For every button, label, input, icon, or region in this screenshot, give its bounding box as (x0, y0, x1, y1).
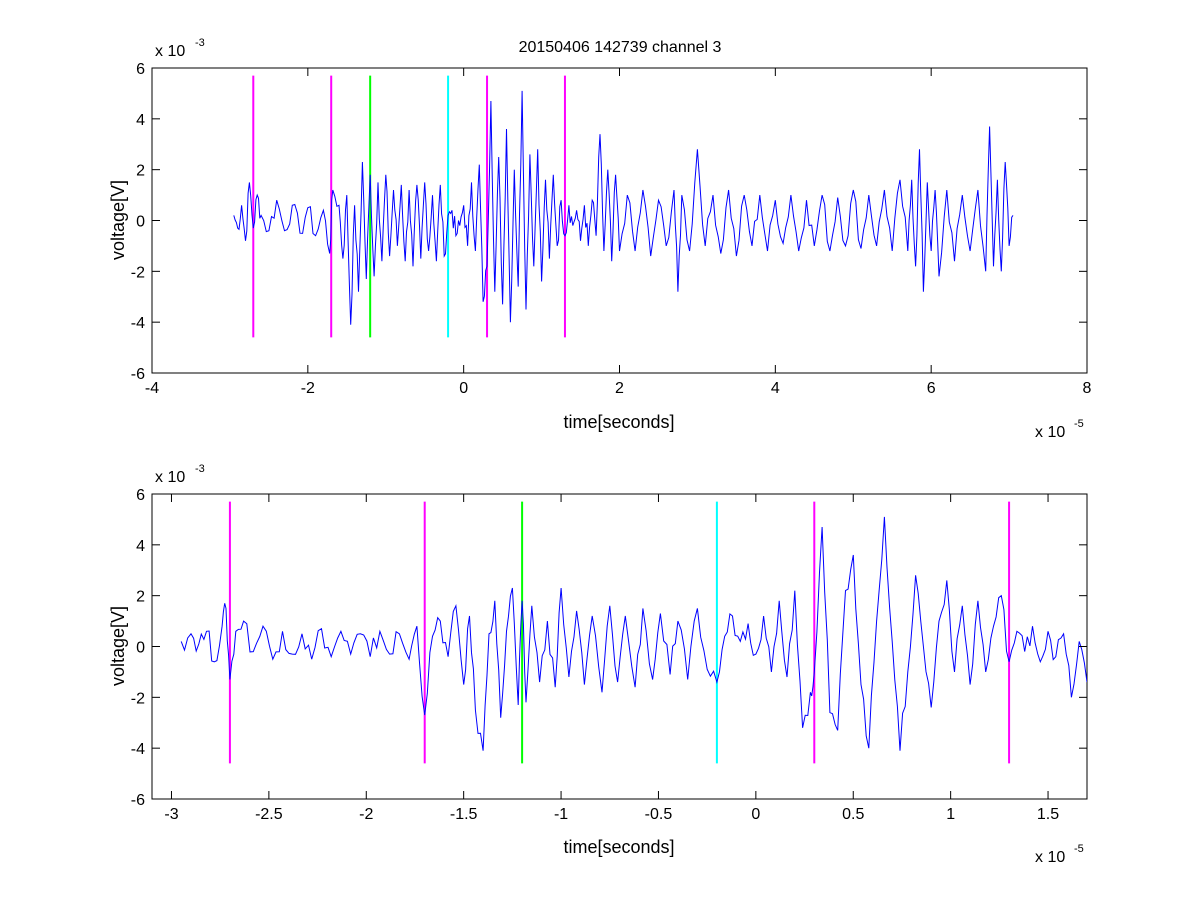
plot-top-y-exponent: -3 (195, 37, 205, 49)
plot-bottom-y-tick-label: -4 (131, 741, 145, 758)
plot-bottom-x-tick-label: -1 (554, 806, 568, 823)
plot-top-frame (151, 67, 1088, 374)
plot-bottom-x-tick-label: 1 (946, 806, 955, 823)
plot-top-y-exponent-base: x 10 (155, 43, 185, 60)
plot-bottom-x-tick-label: 0 (751, 806, 760, 823)
plot-top-x-exponent-base: x 10 (1035, 424, 1065, 441)
plot-top-x-tick-label: 0 (459, 380, 468, 397)
plot-bottom-y-tick-label: 0 (136, 640, 145, 657)
plot-bottom-markers (228, 501, 1011, 764)
plot-top-x-tick-label: 6 (927, 380, 936, 397)
plot-bottom-y-label: voltage[V] (108, 606, 128, 686)
plot-bottom-x-tick-label: 0.5 (842, 806, 864, 823)
plot-top-y-tick-label: -2 (131, 264, 145, 281)
plot-top-y-tick-label: 4 (136, 112, 145, 129)
plot-top-y-tick-label: 2 (136, 163, 145, 180)
plot-top-y-label: voltage[V] (108, 180, 128, 260)
plot-top-x-tick-label: -4 (145, 380, 159, 397)
plot-bottom-x-tick-label: 1.5 (1037, 806, 1059, 823)
plot-top-x-label: time[seconds] (563, 412, 674, 432)
plot-bottom-x-tick-label: -1.5 (450, 806, 478, 823)
plot-bottom-y-exponent-base: x 10 (155, 469, 185, 486)
plot-bottom-x-exponent: -5 (1074, 843, 1084, 855)
plot-top-y-tick-label: -6 (131, 366, 145, 383)
plot-bottom-x-tick-label: -2 (359, 806, 373, 823)
plot-top-x-ticks: -4 -2 0 2 4 6 8 (145, 68, 1092, 397)
plot-top-markers (252, 75, 566, 338)
plot-top-signal (233, 90, 1014, 325)
plot-bottom-y-tick-label: 2 (136, 589, 145, 606)
plot-bottom-y-tick-label: 6 (136, 487, 145, 504)
plot-bottom: -3 -2.5 -2 -1.5 -1 -0.5 0 0.5 1 1.5 -6 -4 -2 0 2 4 6 ti… (108, 463, 1088, 866)
plot-bottom-x-tick-label: -2.5 (255, 806, 283, 823)
plot-top-x-tick-label: 2 (615, 380, 624, 397)
plot-top-y-ticks: -6 -4 -2 0 2 4 6 (131, 61, 1087, 383)
plot-bottom-y-exponent: -3 (195, 463, 205, 475)
chart-title: 20150406 142739 channel 3 (519, 39, 722, 56)
plot-top-voltage-series (233, 90, 1014, 325)
plot-bottom-y-ticks: -6 -4 -2 0 2 4 6 (131, 487, 1087, 809)
plot-bottom-y-tick-label: -6 (131, 792, 145, 809)
plot-top-y-tick-label: 6 (136, 61, 145, 78)
plot-top-x-tick-label: -2 (301, 380, 315, 397)
plot-top-x-exponent: -5 (1074, 418, 1084, 430)
plot-bottom-x-tick-label: -0.5 (645, 806, 673, 823)
plot-bottom-x-exponent-base: x 10 (1035, 849, 1065, 866)
plot-bottom-signal (180, 516, 1087, 751)
plot-bottom-x-ticks: -3 -2.5 -2 -1.5 -1 -0.5 0 0.5 1 1.5 (164, 494, 1059, 823)
plot-bottom-frame (151, 493, 1088, 800)
plot-top-x-tick-label: 8 (1083, 380, 1092, 397)
plot-bottom-y-tick-label: 4 (136, 538, 145, 555)
plot-bottom-x-tick-label: -3 (164, 806, 178, 823)
plot-bottom-x-label: time[seconds] (563, 837, 674, 857)
plot-bottom-voltage-series (180, 516, 1087, 751)
plot-top-y-tick-label: -4 (131, 315, 145, 332)
plot-top-x-tick-label: 4 (771, 380, 780, 397)
plot-bottom-y-tick-label: -2 (131, 690, 145, 707)
plot-top-y-tick-label: 0 (136, 214, 145, 231)
